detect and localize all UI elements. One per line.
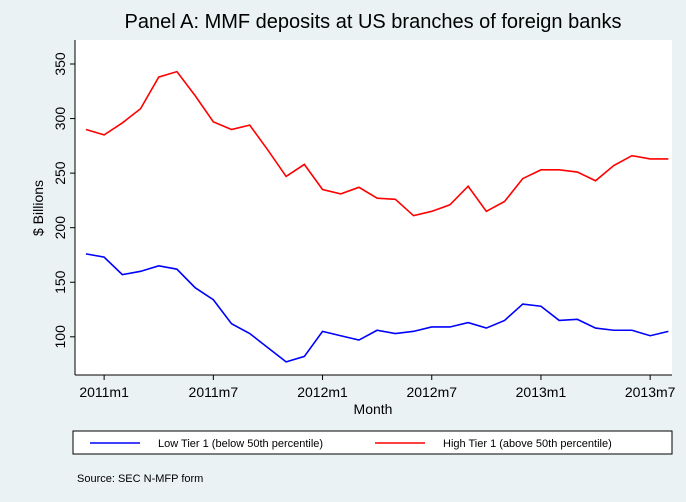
y-axis-label: $ Billions (30, 180, 46, 236)
x-tick-label: 2013m7 (625, 384, 676, 400)
legend-label: Low Tier 1 (below 50th percentile) (158, 438, 323, 450)
source-note: Source: SEC N-MFP form (77, 473, 203, 485)
x-tick-label: 2011m7 (189, 384, 239, 400)
y-tick-label: 150 (52, 270, 68, 294)
x-axis-label: Month (354, 401, 393, 417)
y-tick-label: 350 (52, 52, 68, 76)
chart-title: Panel A: MMF deposits at US branches of … (125, 11, 622, 33)
x-tick-label: 2012m7 (406, 384, 457, 400)
y-tick-label: 200 (52, 216, 68, 240)
plot-area (75, 40, 672, 375)
series-line (85, 253, 669, 363)
y-tick-label: 100 (52, 325, 68, 349)
y-tick-label: 300 (52, 107, 68, 131)
legend-label: High Tier 1 (above 50th percentile) (443, 438, 612, 450)
x-tick-label: 2011m1 (79, 384, 129, 400)
x-tick-label: 2013m1 (516, 384, 567, 400)
x-tick-label: 2012m1 (297, 384, 348, 400)
series-line (85, 70, 669, 217)
y-tick-label: 250 (52, 161, 68, 185)
legend-box (72, 430, 673, 455)
